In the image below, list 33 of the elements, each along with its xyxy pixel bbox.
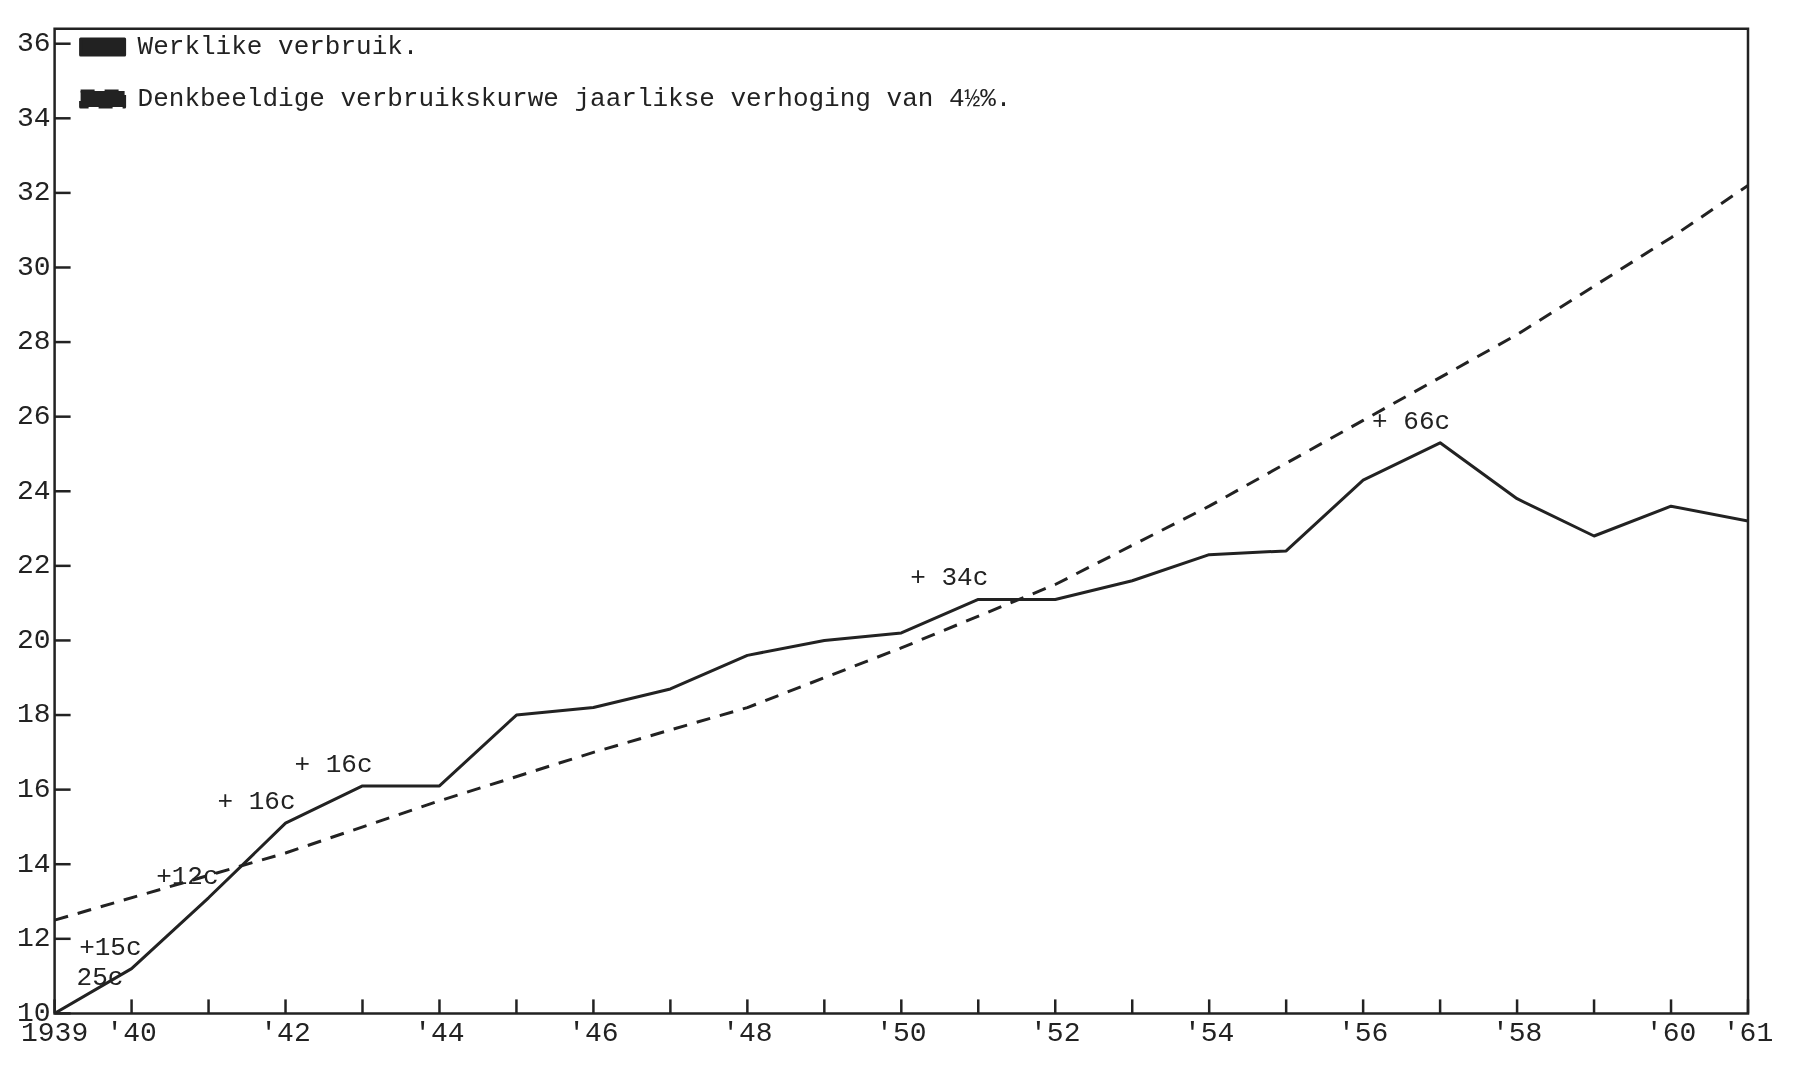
x-tick-label: '61 — [1722, 1017, 1774, 1049]
x-tick-label: '50 — [876, 1017, 927, 1049]
y-tick-label: 12 — [17, 923, 51, 955]
annotation: + 16c — [217, 787, 296, 818]
y-tick-label: 28 — [17, 326, 51, 358]
y-tick-label: 32 — [17, 177, 51, 209]
x-tick-label: '52 — [1030, 1017, 1081, 1049]
x-tick-label: '40 — [106, 1017, 157, 1049]
y-tick-label: 16 — [17, 774, 51, 806]
y-tick-label: 24 — [17, 475, 51, 507]
x-tick-label: '58 — [1491, 1017, 1543, 1049]
y-tick-label: 14 — [17, 848, 51, 880]
x-tick-label: '42 — [260, 1017, 311, 1049]
y-tick-label: 22 — [17, 550, 51, 582]
x-tick-label: '48 — [722, 1017, 773, 1049]
y-tick-label: 26 — [17, 401, 51, 433]
x-tick-label: '44 — [414, 1017, 465, 1049]
x-tick-label: '60 — [1645, 1017, 1697, 1049]
annotation: + 16c — [294, 749, 373, 780]
annotation: + 66c — [1372, 406, 1451, 437]
annotation: +15c — [79, 932, 142, 963]
y-tick-label: 36 — [17, 28, 51, 60]
y-tick-label: 18 — [17, 699, 51, 731]
legend-label: Denkbeeldige verbruikskurwe jaarlikse verhoging van 4½%. — [137, 83, 1012, 114]
x-tick-label: '54 — [1183, 1017, 1235, 1049]
legend-label: Werklike verbruik. — [137, 31, 419, 62]
y-tick-label: 34 — [17, 102, 51, 134]
x-tick-label: '56 — [1337, 1017, 1389, 1049]
y-tick-label: 20 — [17, 624, 51, 656]
x-tick-label: '46 — [568, 1017, 619, 1049]
y-tick-label: 30 — [17, 251, 51, 283]
annotation: +12c — [156, 861, 219, 892]
annotation: + 34c — [910, 563, 989, 594]
